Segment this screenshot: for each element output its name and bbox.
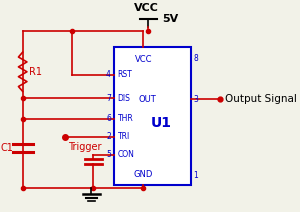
- Text: 5: 5: [106, 150, 111, 159]
- Text: 7: 7: [106, 94, 111, 103]
- Text: VCC: VCC: [134, 54, 152, 64]
- Text: 6: 6: [106, 114, 111, 123]
- Text: GND: GND: [134, 170, 153, 179]
- Text: C1: C1: [1, 144, 14, 153]
- Text: OUT: OUT: [139, 95, 156, 104]
- Text: 2: 2: [106, 132, 111, 141]
- Text: 8: 8: [193, 54, 198, 63]
- Text: Output Signal: Output Signal: [224, 95, 296, 105]
- Text: R1: R1: [29, 67, 43, 77]
- Text: DIS: DIS: [118, 94, 130, 103]
- Text: 5V: 5V: [162, 14, 178, 24]
- Text: THR: THR: [118, 114, 134, 123]
- Text: VCC: VCC: [134, 3, 159, 13]
- Text: Trigger: Trigger: [68, 142, 102, 152]
- Text: TRI: TRI: [118, 132, 130, 141]
- Text: 4: 4: [106, 70, 111, 79]
- Text: RST: RST: [118, 70, 132, 79]
- Bar: [114, 47, 190, 185]
- Text: 3: 3: [193, 95, 198, 104]
- Text: CON: CON: [118, 150, 134, 159]
- Text: 1: 1: [193, 171, 198, 180]
- Text: U1: U1: [151, 116, 172, 130]
